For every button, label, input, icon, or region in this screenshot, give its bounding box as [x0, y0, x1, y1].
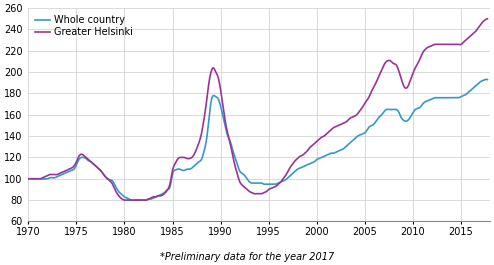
Whole country [220, 117, 226, 120]
Greater Helsinki [287, 166, 293, 169]
Line: Whole country: Whole country [28, 79, 488, 200]
Whole country [25, 177, 31, 180]
Greater Helsinki [220, 107, 226, 111]
Whole country [238, 171, 244, 174]
Whole country [80, 156, 85, 159]
Whole country [287, 174, 293, 178]
Text: *Preliminary data for the year 2017: *Preliminary data for the year 2017 [160, 252, 334, 262]
Greater Helsinki [485, 17, 491, 20]
Line: Greater Helsinki: Greater Helsinki [28, 19, 488, 200]
Whole country [230, 149, 236, 153]
Whole country [485, 78, 491, 81]
Greater Helsinki [80, 153, 85, 156]
Greater Helsinki [230, 155, 236, 158]
Whole country [142, 199, 148, 202]
Greater Helsinki [25, 177, 31, 180]
Legend: Whole country, Greater Helsinki: Whole country, Greater Helsinki [33, 13, 134, 39]
Whole country [61, 172, 67, 175]
Greater Helsinki [238, 183, 244, 186]
Whole country [483, 78, 489, 81]
Greater Helsinki [61, 170, 67, 173]
Greater Helsinki [142, 198, 148, 202]
